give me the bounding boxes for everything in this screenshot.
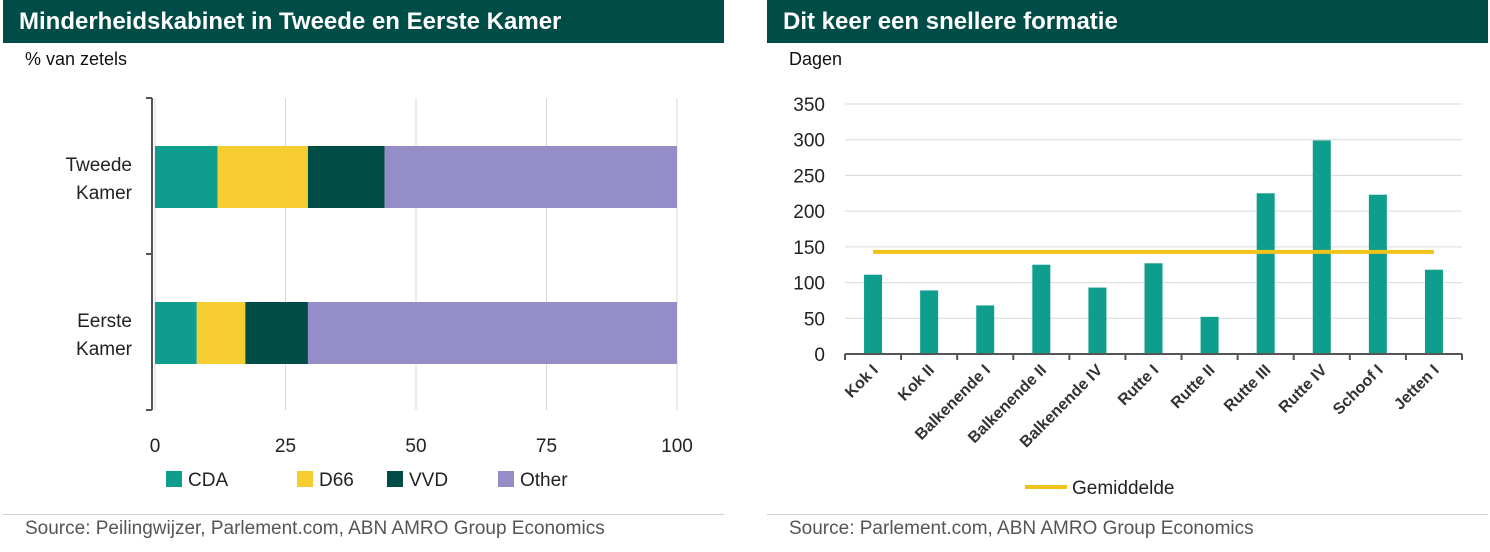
x-tick-label-50: 50: [405, 436, 426, 457]
bar-d66-eerste: [196, 302, 246, 364]
bar-kok-i: [864, 274, 883, 354]
bar-vvd-tweede: [307, 146, 385, 208]
x-category-label-jetten-i: Jetten I: [1391, 362, 1443, 414]
x-category-label-rutte-i: Rutte I: [1115, 362, 1162, 409]
legend-label-other: Other: [520, 470, 568, 491]
x-category-label-kok-ii: Kok II: [895, 362, 938, 405]
x-tick-label-75: 75: [536, 436, 557, 457]
bar-rutte-i: [1144, 263, 1163, 354]
x-category-label-kok-i: Kok I: [842, 362, 882, 402]
bar-rutte-iii: [1256, 193, 1275, 354]
bar-cda-eerste: [155, 302, 197, 364]
category-label-tweede: Tweede Kamer: [65, 155, 132, 204]
bar-other-tweede: [384, 146, 677, 208]
x-category-label-schoof-i: Schoof I: [1330, 362, 1387, 419]
x-category-label-rutte-ii: Rutte II: [1168, 362, 1218, 412]
x-category-label-rutte-iv: Rutte IV: [1276, 362, 1331, 417]
bar-balkenende-i: [976, 305, 995, 354]
left-chart-title: Minderheidskabinet in Tweede en Eerste K…: [3, 0, 724, 43]
y-tick-label-100: 100: [793, 274, 825, 295]
legend-label-d66: D66: [319, 470, 354, 491]
legend-swatch-vvd: [387, 471, 403, 487]
bar-schoof-i: [1368, 194, 1387, 354]
right-chart-panel: Dit keer een snellere formatie Dagen 0 50…: [767, 0, 1488, 552]
bar-vvd-eerste: [245, 302, 308, 364]
legend-label-cda: CDA: [188, 470, 228, 491]
bar-d66-tweede: [217, 146, 308, 208]
right-chart-unit: Dagen: [789, 49, 843, 69]
y-tick-label-50: 50: [804, 309, 825, 330]
bar-other-eerste: [307, 302, 677, 364]
bar-cda-tweede: [155, 146, 218, 208]
bar-balkenende-ii: [1032, 264, 1051, 354]
y-tick-label-250: 250: [793, 166, 825, 187]
y-tick-label-300: 300: [793, 131, 825, 152]
legend-swatch-cda: [166, 471, 182, 487]
right-chart-title: Dit keer een snellere formatie: [767, 0, 1488, 43]
left-chart-panel: Minderheidskabinet in Tweede en Eerste K…: [3, 0, 724, 552]
x-tick-label-100: 100: [661, 436, 693, 457]
category-label-eerste: Eerste Kamer: [76, 311, 133, 360]
legend-swatch-other: [498, 471, 514, 487]
left-chart-source: Source: Peilingwijzer, Parlement.com, AB…: [25, 518, 605, 539]
y-tick-label-350: 350: [793, 95, 825, 116]
stacked-bar-chart: 0 25 50 75 100 Tweede Kamer Eerste Kamer CDA D66 VV…: [65, 97, 693, 491]
x-tick-label-0: 0: [150, 436, 161, 457]
bar-jetten-i: [1424, 269, 1443, 354]
legend-label-vvd: VVD: [409, 470, 448, 491]
x-tick-label-25: 25: [275, 436, 296, 457]
right-source-divider: [767, 514, 1488, 515]
left-chart-unit: % van zetels: [25, 49, 128, 69]
y-tick-label-150: 150: [793, 238, 825, 259]
bar-balkenende-iv: [1088, 287, 1107, 354]
left-source-divider: [3, 514, 724, 515]
bar-kok-ii: [920, 290, 939, 354]
bar-rutte-iv: [1312, 140, 1331, 354]
x-category-label-rutte-iii: Rutte III: [1221, 362, 1275, 416]
bar-rutte-ii: [1200, 316, 1219, 354]
right-chart-source: Source: Parlement.com, ABN AMRO Group Ec…: [789, 518, 1254, 539]
legend-swatch-d66: [297, 471, 313, 487]
legend-label-gemiddelde: Gemiddelde: [1072, 478, 1174, 499]
y-tick-label-0: 0: [814, 345, 825, 366]
y-tick-label-200: 200: [793, 202, 825, 223]
